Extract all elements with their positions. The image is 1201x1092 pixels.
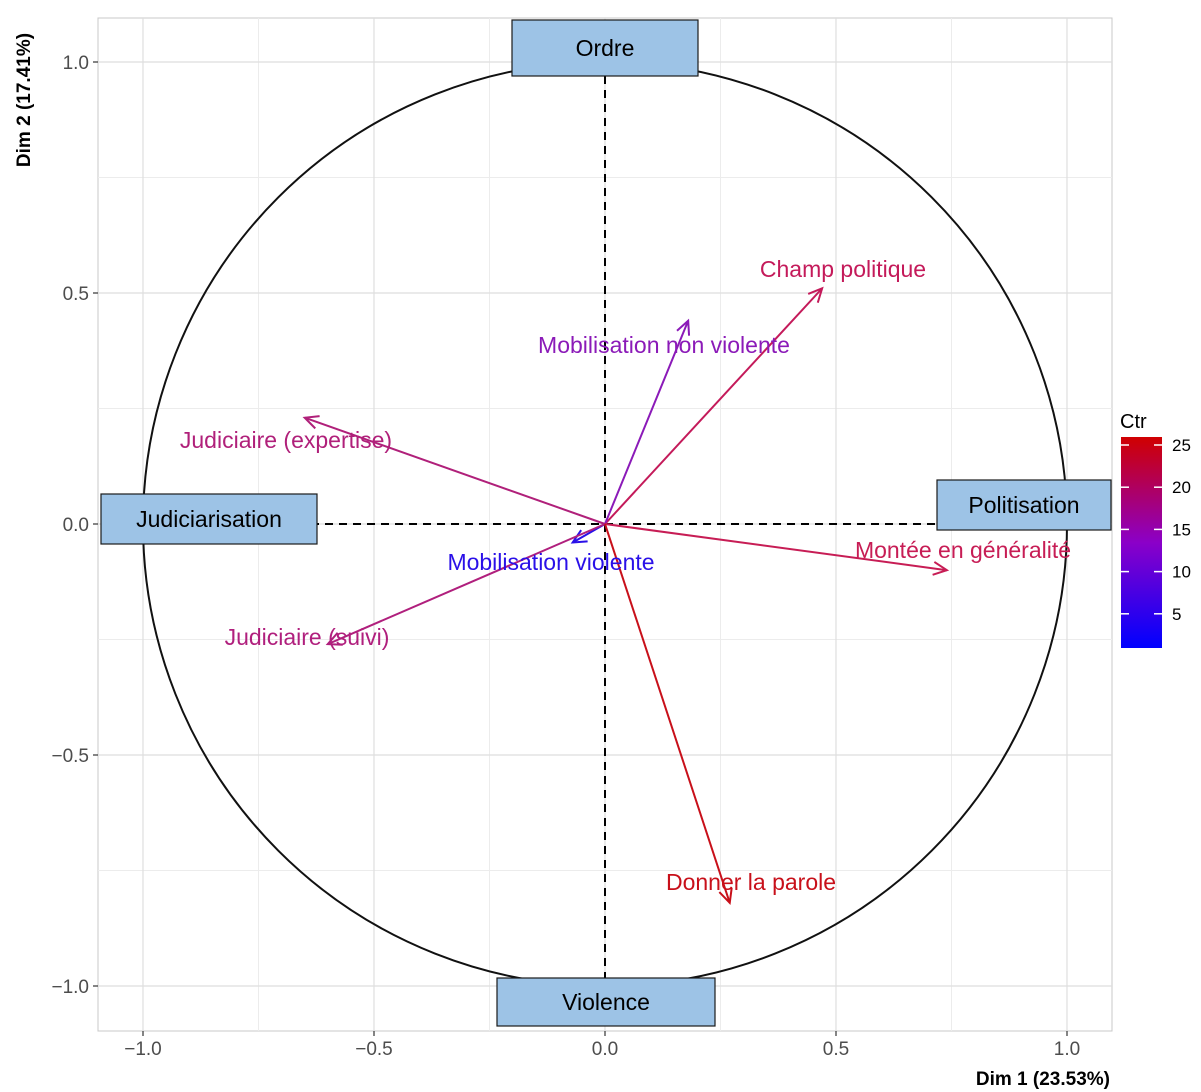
annotation-box bbox=[496, 977, 716, 1027]
arrow-donner-la-parole bbox=[604, 523, 733, 906]
y-tick-label: 1.0 bbox=[63, 53, 89, 74]
arrow-mont-e-en-g-n-ralit- bbox=[604, 523, 950, 576]
legend-tick-label: 20 bbox=[1172, 478, 1191, 497]
x-tick-label: −0.5 bbox=[355, 1039, 393, 1060]
arrow-head bbox=[570, 529, 588, 544]
arrow-head bbox=[676, 318, 691, 336]
legend-colorbar bbox=[1121, 437, 1162, 648]
arrow-head bbox=[807, 286, 824, 304]
x-axis-title: Dim 1 (23.53%) bbox=[976, 1069, 1110, 1090]
legend-ticks: 5 10 15 20 25 bbox=[1121, 436, 1191, 624]
arrow-shaft bbox=[604, 523, 731, 904]
variable-label: Champ politique bbox=[760, 256, 926, 282]
variable-labels: Champ politique Mobilisation non violente… bbox=[180, 256, 1071, 895]
annotation-violence: Violence bbox=[496, 977, 716, 1027]
variable-label: Montée en généralité bbox=[855, 537, 1071, 563]
y-tick-label: −0.5 bbox=[51, 746, 89, 767]
x-axis-ticks: −1.0 −0.5 0.0 0.5 1.0 bbox=[124, 1031, 1080, 1060]
annotation-judiciarisation: Judiciarisation bbox=[100, 493, 318, 545]
x-tick-label: 0.0 bbox=[592, 1039, 618, 1060]
y-axis-ticks: −1.0 −0.5 0.0 0.5 1.0 bbox=[51, 53, 98, 998]
y-tick-label: −1.0 bbox=[51, 977, 89, 998]
legend-tick-label: 15 bbox=[1172, 520, 1191, 539]
arrow-head bbox=[325, 632, 343, 646]
annotation-label: Ordre bbox=[576, 35, 635, 61]
arrow-head bbox=[718, 887, 733, 906]
annotation-label: Politisation bbox=[968, 492, 1079, 518]
x-tick-label: 0.5 bbox=[823, 1039, 849, 1060]
annotation-box bbox=[511, 19, 699, 77]
arrow-shaft bbox=[604, 320, 690, 525]
variable-label: Judiciaire (expertise) bbox=[180, 427, 392, 453]
axis-annotations: Ordre Judiciarisation Politisation Violence bbox=[100, 19, 1112, 1027]
y-axis-title: Dim 2 (17.41%) bbox=[14, 33, 35, 167]
arrow-judiciaire-suivi- bbox=[325, 523, 606, 646]
y-tick-label: 0.0 bbox=[63, 515, 89, 536]
arrow-mobilisation-non-violente bbox=[604, 318, 691, 525]
arrow-head bbox=[302, 415, 320, 430]
annotation-box bbox=[936, 479, 1112, 531]
arrow-shaft bbox=[604, 287, 823, 525]
arrow-shaft bbox=[327, 523, 606, 646]
annotation-label: Violence bbox=[562, 989, 650, 1015]
variable-arrows bbox=[302, 286, 950, 906]
legend-title: Ctr bbox=[1120, 411, 1147, 433]
arrow-shaft bbox=[304, 416, 606, 525]
ctr-legend: Ctr 5 10 15 20 25 bbox=[1120, 411, 1191, 648]
variable-label: Mobilisation violente bbox=[447, 549, 654, 575]
annotation-box bbox=[100, 493, 318, 545]
annotation-ordre: Ordre bbox=[511, 19, 699, 77]
legend-tick-label: 5 bbox=[1172, 605, 1181, 624]
legend-tick-label: 10 bbox=[1172, 563, 1191, 582]
legend-tick-label: 25 bbox=[1172, 436, 1191, 455]
arrow-champ-politique bbox=[604, 286, 824, 525]
annotation-label: Judiciarisation bbox=[136, 506, 282, 532]
arrow-judiciaire-expertise- bbox=[302, 415, 606, 525]
variable-label: Judiciaire (suivi) bbox=[225, 624, 390, 650]
variable-label: Donner la parole bbox=[666, 869, 836, 895]
x-tick-label: 1.0 bbox=[1054, 1039, 1080, 1060]
x-tick-label: −1.0 bbox=[124, 1039, 162, 1060]
y-tick-label: 0.5 bbox=[63, 284, 89, 305]
arrow-shaft bbox=[604, 523, 948, 572]
arrow-head bbox=[932, 561, 950, 576]
variable-label: Mobilisation non violente bbox=[538, 332, 790, 358]
annotation-politisation: Politisation bbox=[936, 479, 1112, 531]
